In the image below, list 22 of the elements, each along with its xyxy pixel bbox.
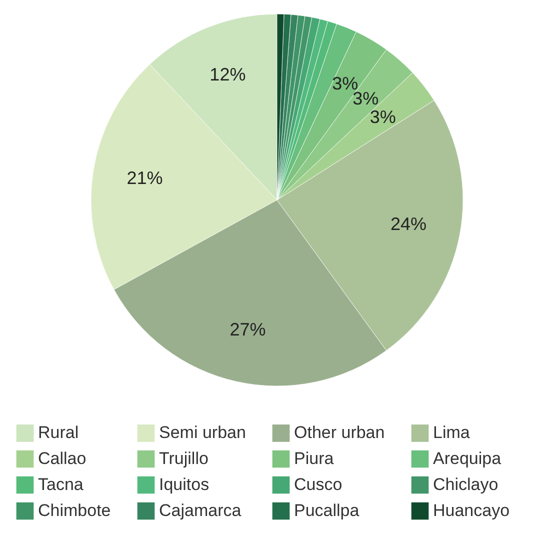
legend-label: Semi urban bbox=[159, 423, 246, 442]
legend-label: Iquitos bbox=[159, 475, 210, 494]
data-label: 21% bbox=[126, 168, 163, 188]
legend-label: Lima bbox=[433, 423, 470, 442]
legend-label: Cusco bbox=[294, 475, 342, 494]
legend-label: Chimbote bbox=[38, 501, 111, 520]
legend-label: Rural bbox=[38, 423, 79, 442]
data-label: 12% bbox=[210, 64, 246, 84]
legend-label: Piura bbox=[294, 449, 334, 468]
legend-label: Cajamarca bbox=[159, 501, 242, 520]
data-label: 24% bbox=[390, 214, 427, 234]
data-label: 3% bbox=[370, 106, 396, 127]
data-label: 27% bbox=[230, 320, 266, 340]
legend-label: Tacna bbox=[38, 475, 84, 494]
legend-label: Other urban bbox=[294, 423, 385, 442]
legend-label: Trujillo bbox=[159, 449, 208, 468]
legend-label: Arequipa bbox=[433, 449, 502, 468]
legend-label: Huancayo bbox=[433, 501, 510, 520]
legend-label: Callao bbox=[38, 449, 86, 468]
legend-label: Chiclayo bbox=[433, 475, 498, 494]
data-label: 3% bbox=[352, 88, 379, 109]
legend-label: Pucallpa bbox=[294, 501, 360, 520]
